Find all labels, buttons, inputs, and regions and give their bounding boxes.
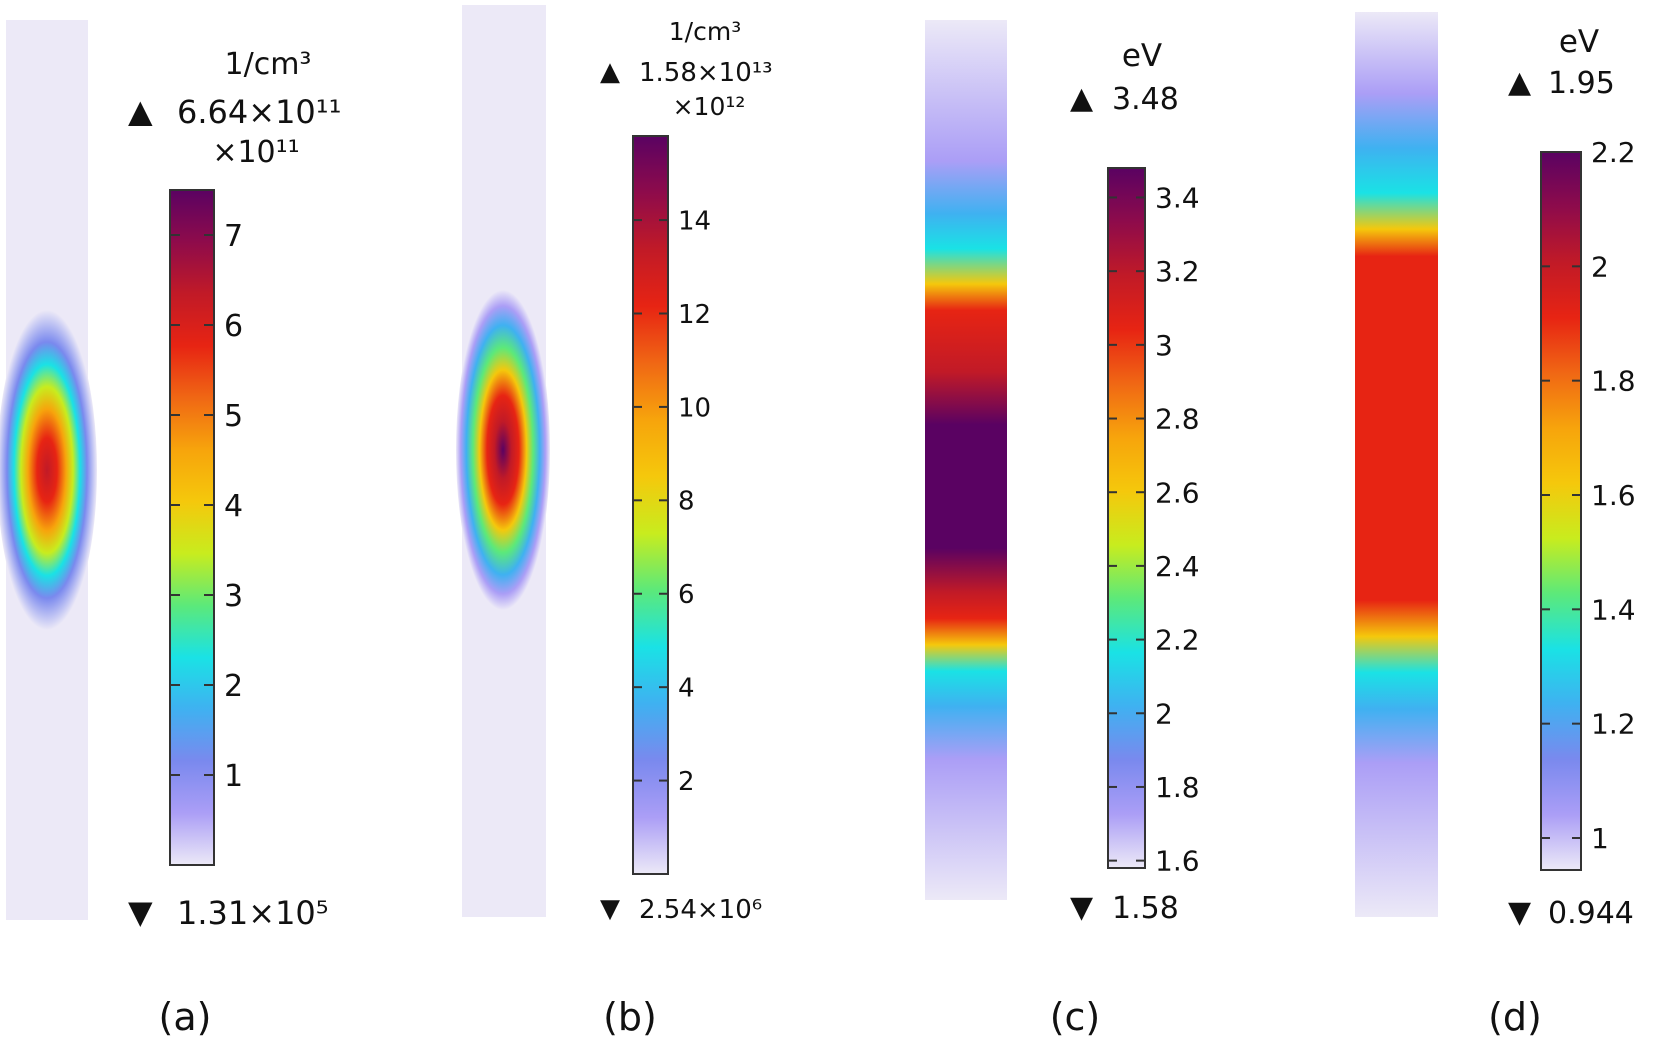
colorbar-tick-label: 4	[224, 489, 243, 524]
panel-c-min-triangle-icon: ▼	[1070, 890, 1093, 925]
panel-b-colorbar-gradient	[632, 135, 669, 875]
panel-b-label: (b)	[603, 995, 657, 1038]
colorbar-tick-label: 2	[1155, 697, 1173, 730]
panel-d-max-marker: 1.95	[1548, 66, 1615, 101]
panel-b-max-marker: 1.58×10¹³	[639, 58, 773, 88]
panel-b-scale-factor: ×10¹²	[673, 92, 746, 121]
colorbar-tick-label: 14	[678, 206, 711, 236]
panel-c: eV ▲ 3.48 1.6 1.8 2 2.2 2.4 2.6 2.8 3 3.2 3.4 ▼ 1…	[925, 20, 1200, 1038]
colorbar-tick-label: 2.2	[1591, 136, 1636, 169]
colorbar-tick-label: 2.4	[1155, 550, 1200, 583]
colorbar-tick-label: 2.2	[1155, 624, 1200, 657]
panel-c-max-triangle-icon: ▲	[1070, 81, 1093, 116]
colorbar-tick-label: 6	[678, 580, 695, 610]
panel-a-min-triangle-icon: ▼	[128, 893, 153, 931]
panel-c-field-strip	[925, 20, 1007, 900]
colorbar-tick-label: 5	[224, 399, 243, 434]
colorbar-tick-label: 2	[224, 669, 243, 704]
panel-c-unit: eV	[1122, 38, 1162, 74]
panel-b-intensity-spot	[456, 290, 550, 610]
panel-a-max-marker: 6.64×10¹¹	[177, 93, 341, 131]
panel-b-colorbar: 2 4 6 8 10 12 14	[632, 135, 711, 875]
colorbar-tick-label: 2	[678, 767, 695, 797]
colorbar-tick-label: 1.8	[1591, 365, 1636, 398]
colorbar-tick-label: 1	[1591, 822, 1609, 855]
colorbar-tick-label: 4	[678, 674, 695, 704]
panel-a-max-triangle-icon: ▲	[128, 92, 153, 130]
colorbar-tick-label: 1.6	[1591, 479, 1636, 512]
panel-d-label: (d)	[1488, 995, 1542, 1038]
colorbar-tick-label: 3.4	[1155, 182, 1200, 215]
panel-a-label: (a)	[159, 995, 212, 1038]
panel-a-min-marker: 1.31×10⁵	[177, 894, 329, 932]
panel-d-min-marker: 0.944	[1548, 896, 1634, 931]
colorbar-tick-label: 3.2	[1155, 255, 1200, 288]
panel-d-min-triangle-icon: ▼	[1508, 895, 1531, 930]
colorbar-tick-label: 10	[678, 393, 711, 423]
panel-b: 1/cm³ ▲ 1.58×10¹³ ×10¹² 2 4 6 8 10 12 14 ▼ 2.5…	[456, 5, 773, 1038]
panel-c-colorbar-gradient	[1107, 167, 1146, 869]
panel-b-min-triangle-icon: ▼	[600, 894, 620, 924]
panel-c-max-marker: 3.48	[1112, 82, 1179, 117]
panel-c-min-marker: 1.58	[1112, 891, 1179, 926]
panel-d: eV ▲ 1.95 1 1.2 1.4 1.6 1.8 2 2.2 ▼ 0.944 (d)	[1355, 12, 1636, 1038]
panel-a-colorbar: 1 2 3 4 5 6 7	[169, 189, 243, 866]
panel-c-label: (c)	[1050, 995, 1101, 1038]
panel-b-max-triangle-icon: ▲	[600, 57, 620, 87]
colorbar-tick-label: 8	[678, 487, 695, 517]
colorbar-tick-label: 6	[224, 309, 243, 344]
colorbar-tick-label: 3	[1155, 329, 1173, 362]
panel-a-unit: 1/cm³	[225, 47, 312, 82]
colorbar-tick-label: 1.8	[1155, 771, 1200, 804]
panel-b-min-marker: 2.54×10⁶	[639, 895, 762, 925]
colorbar-tick-label: 12	[678, 300, 711, 330]
colorbar-tick-label: 2	[1591, 250, 1609, 283]
colorbar-tick-label: 2.6	[1155, 476, 1200, 509]
panel-d-max-triangle-icon: ▲	[1508, 65, 1531, 100]
panel-a-intensity-spot	[0, 310, 97, 630]
colorbar-tick-label: 2.8	[1155, 403, 1200, 436]
panel-a-colorbar-gradient	[169, 189, 215, 866]
colorbar-tick-label: 7	[224, 219, 243, 254]
colorbar-tick-label: 1	[224, 759, 243, 794]
colorbar-tick-label: 1.6	[1155, 845, 1200, 878]
panel-b-unit: 1/cm³	[669, 17, 741, 46]
panel-d-colorbar: 1 1.2 1.4 1.6 1.8 2 2.2	[1540, 136, 1636, 871]
colorbar-tick-label: 3	[224, 579, 243, 614]
panel-c-colorbar: 1.6 1.8 2 2.2 2.4 2.6 2.8 3 3.2 3.4	[1107, 167, 1200, 878]
panel-d-unit: eV	[1559, 24, 1599, 60]
panel-a-scale-factor: ×10¹¹	[212, 135, 299, 170]
colorbar-tick-label: 1.4	[1591, 593, 1636, 626]
panel-a: 1/cm³ ▲ 6.64×10¹¹ ×10¹¹ 1 2 3 4 5 6 7 ▼ 1.31×1…	[0, 20, 341, 1038]
panel-d-colorbar-gradient	[1540, 151, 1582, 871]
panel-d-field-strip	[1355, 12, 1438, 917]
colorbar-tick-label: 1.2	[1591, 708, 1636, 741]
